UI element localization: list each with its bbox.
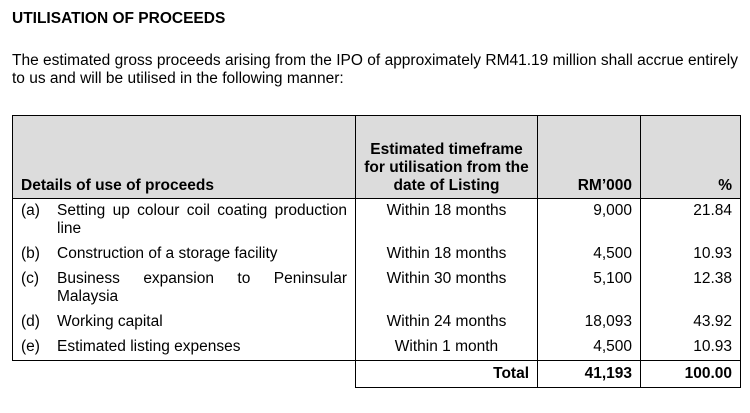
timeframe: Within 18 months — [355, 198, 538, 242]
intro: The estimated gross proceeds arising fro… — [12, 52, 738, 87]
item-label: (b) — [21, 245, 40, 262]
item-description: Construction of a storage facility — [57, 245, 278, 262]
item-description: Setting up colour coil coating productio… — [57, 202, 347, 237]
item-label: (c) — [21, 270, 40, 287]
detail-cell: (e) Estimated listing expenses — [12, 335, 356, 361]
amount: 9,000 — [537, 198, 641, 242]
header-row: Details of use of proceeds Estimated tim… — [12, 115, 741, 199]
total-percent: 100.00 — [640, 360, 741, 388]
detail-cell: (a) Setting up colour coil coating produc… — [12, 198, 356, 242]
amount: 18,093 — [537, 310, 641, 335]
amount: 5,100 — [537, 267, 641, 310]
amount: 4,500 — [537, 242, 641, 267]
detail: (c) Business expansion to Peninsular Mala… — [21, 270, 347, 306]
title: UTILISATION OF PROCEEDS — [12, 10, 226, 27]
table-row: (b) Construction of a storage facility Wit… — [12, 242, 741, 267]
detail: (b) Construction of a storage facility — [21, 245, 347, 263]
item-description: Estimated listing expenses — [57, 338, 241, 355]
percent: 10.93 — [640, 242, 741, 267]
column-header: Details of use of proceeds — [12, 115, 356, 199]
total-amount: 41,193 — [537, 360, 641, 388]
column-header: RM’000 — [537, 115, 641, 199]
proceeds-table: Details of use of proceeds Estimated tim… — [12, 115, 741, 388]
detail: (d) Working capital — [21, 313, 347, 331]
amount: 4,500 — [537, 335, 641, 361]
item-label: (d) — [21, 313, 40, 330]
table-row: (d) Working capital Within 24 months 18,093… — [12, 310, 741, 335]
timeframe: Within 30 months — [355, 267, 538, 310]
total-row: Total 41,193 100.00 — [13, 360, 741, 388]
percent: 43.92 — [640, 310, 741, 335]
table-row: (c) Business expansion to Peninsular Mala… — [12, 267, 741, 310]
column-header: Estimated timeframe for utilisation from… — [355, 115, 538, 199]
table-row: (a) Setting up colour coil coating produc… — [12, 198, 741, 242]
percent: 10.93 — [640, 335, 741, 361]
timeframe: Within 1 month — [355, 335, 538, 361]
column-header: % — [640, 115, 741, 199]
item-description: Business expansion to Peninsular Malaysi… — [57, 270, 347, 305]
detail-cell: (d) Working capital — [12, 310, 356, 335]
percent: 12.38 — [640, 267, 741, 310]
timeframe: Within 18 months — [355, 242, 538, 267]
detail: (e) Estimated listing expenses — [21, 338, 347, 356]
blank-cell — [13, 361, 356, 388]
table-body: (a) Setting up colour coil coating produc… — [12, 198, 741, 361]
total-label: Total — [355, 360, 538, 388]
item-label: (a) — [21, 202, 40, 219]
item-label: (e) — [21, 338, 40, 355]
detail-cell: (b) Construction of a storage facility — [12, 242, 356, 267]
detail-cell: (c) Business expansion to Peninsular Mala… — [12, 267, 356, 310]
item-description: Working capital — [57, 313, 163, 330]
detail: (a) Setting up colour coil coating produc… — [21, 202, 347, 238]
timeframe: Within 24 months — [355, 310, 538, 335]
percent: 21.84 — [640, 198, 741, 242]
table-row: (e) Estimated listing expenses Within 1 mo… — [12, 335, 741, 361]
